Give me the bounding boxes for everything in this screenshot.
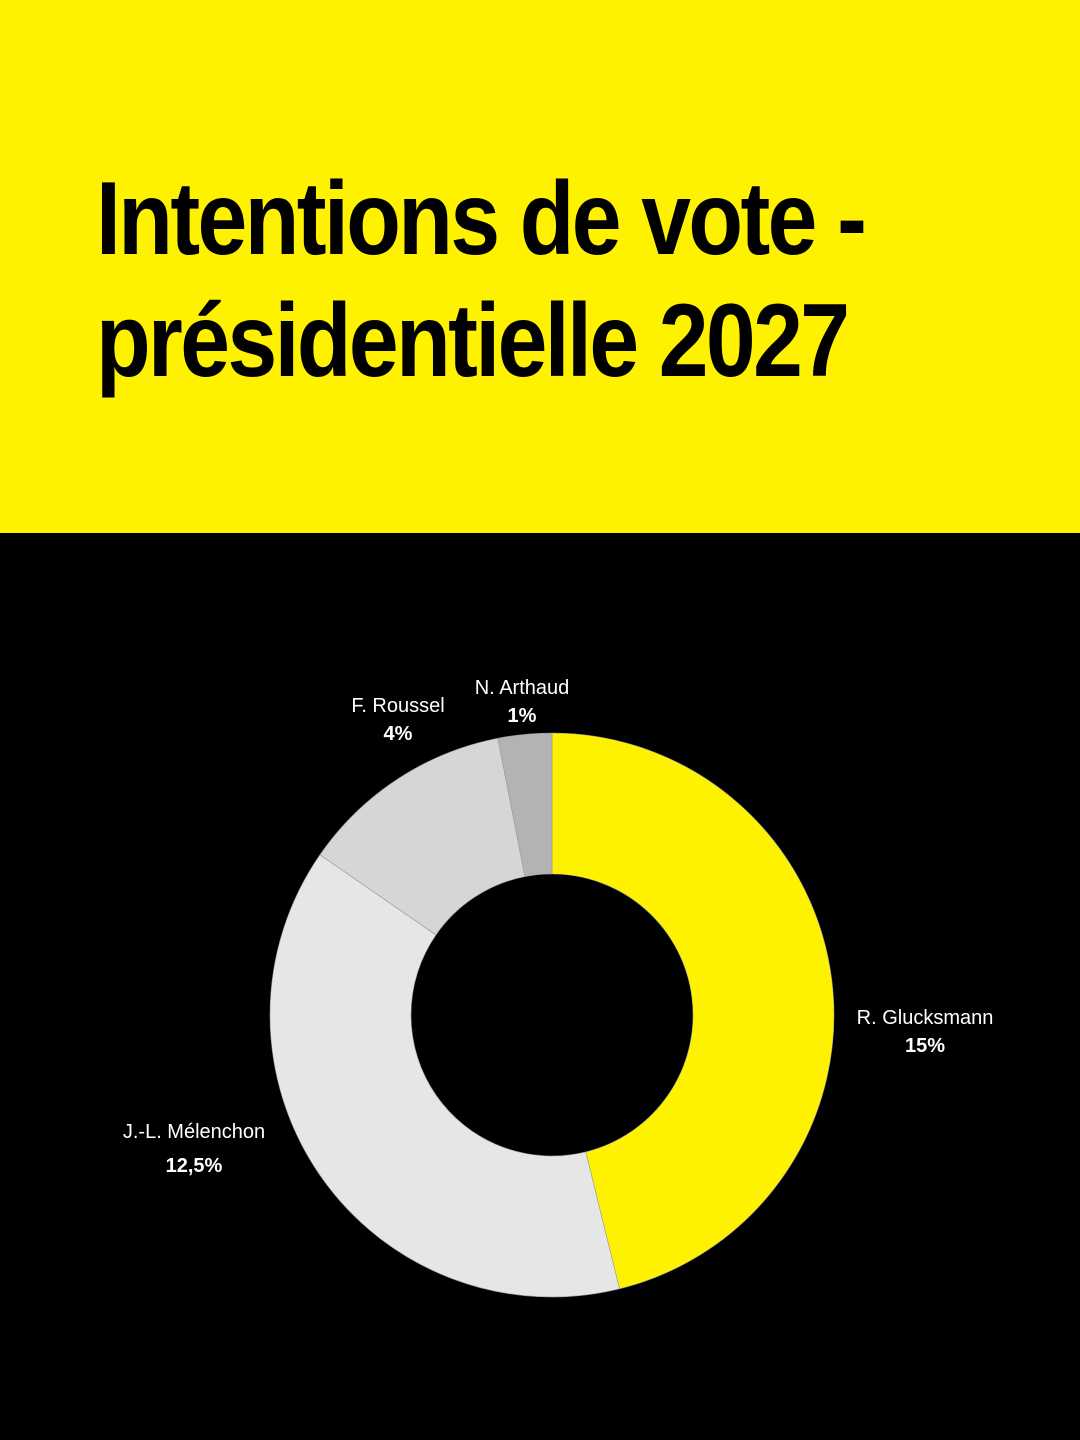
label-arthaud-name: N. Arthaud bbox=[474, 677, 570, 699]
chart-title-line-2: présidentielle 2027 bbox=[96, 283, 850, 399]
label-roussel: F. Roussel 4% bbox=[351, 693, 444, 747]
label-arthaud: N. Arthaud 1% bbox=[475, 675, 570, 729]
title-banner: Intentions de vote - présidentielle 2027 bbox=[0, 0, 1080, 533]
donut-slice-n-arthaud bbox=[497, 732, 553, 877]
label-arthaud-value: 1% bbox=[507, 705, 537, 727]
chart-title-line-1: Intentions de vote - bbox=[96, 161, 867, 277]
label-melenchon: J.-L. Mélenchon 12,5% bbox=[123, 1119, 265, 1179]
donut-slice-j-l-m-lenchon bbox=[269, 854, 620, 1298]
donut-slice-r-glucksmann bbox=[551, 732, 835, 1290]
label-glucksmann-name: R. Glucksmann bbox=[856, 1007, 994, 1029]
label-roussel-name: F. Roussel bbox=[351, 695, 445, 717]
chart-area: R. Glucksmann 15% J.-L. Mélenchon 12,5% … bbox=[0, 533, 1080, 1440]
label-glucksmann-value: 15% bbox=[904, 1035, 946, 1057]
donut-chart bbox=[269, 732, 835, 1298]
label-roussel-value: 4% bbox=[383, 723, 413, 745]
chart-title: Intentions de vote - présidentielle 2027 bbox=[96, 158, 922, 402]
label-melenchon-value: 12,5% bbox=[165, 1155, 223, 1177]
label-glucksmann: R. Glucksmann 15% bbox=[857, 1005, 994, 1059]
label-melenchon-name: J.-L. Mélenchon bbox=[122, 1121, 266, 1143]
